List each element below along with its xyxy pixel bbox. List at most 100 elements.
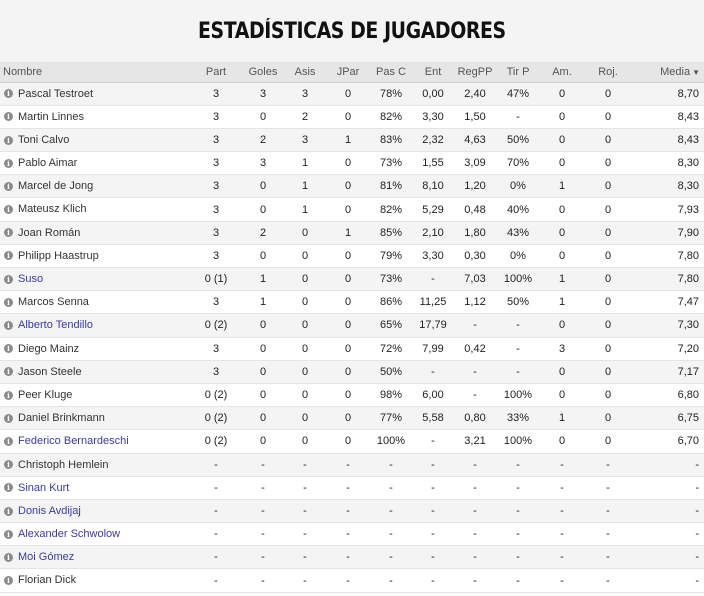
table-row[interactable]: i Alexander Schwolow - - - - - - - - - - -	[0, 522, 704, 547]
player-name-cell[interactable]: i Daniel Brinkmann	[0, 406, 190, 431]
table-row[interactable]: i Federico Bernardeschi 0 (2) 0 0 0 100% -3,21 1…	[0, 429, 704, 454]
column-header-roj[interactable]: Roj.	[584, 63, 632, 83]
player-name-cell[interactable]: i Marcos Senna	[0, 290, 190, 315]
info-icon[interactable]: i	[4, 228, 13, 238]
player-name-cell[interactable]: i Christoph Hemlein	[0, 453, 190, 477]
player-name-cell[interactable]: i Moi Gómez	[0, 545, 190, 570]
player-name[interactable]: Suso	[18, 273, 44, 286]
column-header-pas-c[interactable]: Pas C	[370, 63, 412, 83]
player-name[interactable]: Alberto Tendillo	[18, 319, 94, 332]
player-name-cell[interactable]: i Diego Mainz	[0, 337, 190, 361]
player-name-cell[interactable]: i Marcel de Jong	[0, 174, 190, 199]
info-icon[interactable]: i	[4, 344, 13, 354]
info-icon[interactable]: i	[4, 390, 13, 400]
player-name-cell[interactable]: i Florian Dick	[0, 568, 190, 593]
table-row[interactable]: i Donis Avdijaj - - - - - - - - - - -	[0, 499, 704, 524]
info-icon[interactable]: i	[4, 413, 13, 423]
table-row[interactable]: i Mateusz Klich 3 0 1 0 82% 5,29 0,48 40% 0 0 7,93	[0, 197, 704, 222]
column-header-media[interactable]: Media ▼	[632, 63, 704, 83]
info-icon[interactable]: i	[4, 576, 13, 586]
player-name[interactable]: Mateusz Klich	[18, 203, 87, 216]
info-icon[interactable]: i	[4, 112, 13, 122]
info-icon[interactable]: i	[4, 367, 13, 377]
table-row[interactable]: i Daniel Brinkmann 0 (2) 0 0 0 77% 5,58 0,80 33% 1…	[0, 406, 704, 431]
player-name-cell[interactable]: i Jason Steele	[0, 360, 190, 384]
column-header-regpp[interactable]: RegPP	[454, 63, 496, 83]
table-row[interactable]: i Alberto Tendillo 0 (2) 0 0 0 65% 17,79- -0 0 7,3…	[0, 313, 704, 338]
column-header-jpar[interactable]: JPar	[326, 63, 370, 83]
player-name-cell[interactable]: i Peer Kluge	[0, 383, 190, 408]
player-name-cell[interactable]: i Philipp Haastrup	[0, 244, 190, 269]
player-name-cell[interactable]: i Alberto Tendillo	[0, 313, 190, 338]
table-row[interactable]: i Philipp Haastrup 3 0 0 0 79% 3,30 0,30 0% 0 0 7,80	[0, 244, 704, 269]
player-name-cell[interactable]: i Toni Calvo	[0, 128, 190, 153]
player-name[interactable]: Donis Avdijaj	[18, 505, 81, 518]
player-name[interactable]: Pablo Aimar	[18, 157, 78, 170]
info-icon[interactable]: i	[4, 552, 13, 562]
player-name[interactable]: Pascal Testroet	[18, 87, 94, 100]
info-icon[interactable]: i	[4, 251, 13, 261]
info-icon[interactable]: i	[4, 460, 13, 470]
player-name[interactable]: Moi Gómez	[18, 551, 75, 564]
player-name[interactable]: Toni Calvo	[18, 134, 70, 147]
info-icon[interactable]: i	[4, 436, 13, 446]
player-name[interactable]: Christoph Hemlein	[18, 458, 109, 471]
column-header-part[interactable]: Part	[190, 63, 242, 83]
player-name[interactable]: Sinan Kurt	[18, 481, 70, 494]
table-row[interactable]: i Jason Steele 3 0 0 0 50% - - -0 0 7,17	[0, 360, 704, 384]
table-row[interactable]: i Marcos Senna 3 1 0 0 86% 11,25 1,12 50% 1 0 7,47	[0, 290, 704, 315]
info-icon[interactable]: i	[4, 321, 13, 331]
player-name-cell[interactable]: i Alexander Schwolow	[0, 522, 190, 547]
player-name[interactable]: Joan Román	[18, 226, 81, 239]
info-icon[interactable]: i	[4, 483, 13, 493]
player-name-cell[interactable]: i Suso	[0, 267, 190, 292]
column-header-tir-p[interactable]: Tir P	[496, 63, 540, 83]
player-name-cell[interactable]: i Pablo Aimar	[0, 151, 190, 176]
player-name-cell[interactable]: i Martin Linnes	[0, 105, 190, 129]
info-icon[interactable]: i	[4, 205, 13, 215]
column-header-am[interactable]: Am.	[540, 63, 584, 83]
player-name[interactable]: Alexander Schwolow	[18, 528, 121, 541]
table-row[interactable]: i Christoph Hemlein - - - - - - - - - - -	[0, 453, 704, 477]
player-name[interactable]: Diego Mainz	[18, 342, 80, 355]
info-icon[interactable]: i	[4, 135, 13, 145]
player-name-cell[interactable]: i Joan Román	[0, 221, 190, 245]
table-row[interactable]: i Suso 0 (1) 1 0 0 73% -7,03 100% 1 0 7,80	[0, 267, 704, 292]
column-header-goles[interactable]: Goles	[242, 63, 284, 83]
info-icon[interactable]: i	[4, 506, 13, 516]
table-row[interactable]: i Diego Mainz 3 0 0 0 72% 7,99 0,42-3 0 7,20	[0, 337, 704, 361]
table-row[interactable]: i Florian Dick - - - - - - - - - - -	[0, 568, 704, 593]
table-row[interactable]: i Joan Román 3 2 0 1 85% 2,10 1,80 43% 0 0 7,90	[0, 221, 704, 245]
table-row[interactable]: i Pablo Aimar 3 3 1 0 73% 1,55 3,09 70% 0 0 8,30	[0, 151, 704, 176]
player-name[interactable]: Philipp Haastrup	[18, 249, 99, 262]
info-icon[interactable]: i	[4, 89, 13, 99]
table-row[interactable]: i Sinan Kurt - - - - - - - - - - -	[0, 476, 704, 500]
info-icon[interactable]: i	[4, 181, 13, 191]
player-name[interactable]: Martin Linnes	[18, 110, 85, 123]
player-name-cell[interactable]: i Donis Avdijaj	[0, 499, 190, 524]
player-name-cell[interactable]: i Mateusz Klich	[0, 197, 190, 222]
player-name[interactable]: Daniel Brinkmann	[18, 412, 105, 425]
player-name[interactable]: Marcos Senna	[18, 296, 89, 309]
table-row[interactable]: i Marcel de Jong 3 0 1 0 81% 8,10 1,20 0% 1 0 8,30	[0, 174, 704, 199]
info-icon[interactable]: i	[4, 274, 13, 284]
info-icon[interactable]: i	[4, 529, 13, 539]
player-name[interactable]: Federico Bernardeschi	[18, 435, 129, 448]
player-name[interactable]: Florian Dick	[18, 574, 77, 587]
table-row[interactable]: i Martin Linnes 3 0 2 0 82% 3,30 1,50-0 0 8,43	[0, 105, 704, 129]
info-icon[interactable]: i	[4, 297, 13, 307]
table-row[interactable]: i Toni Calvo 3 2 3 1 83% 2,32 4,63 50% 0 0 8,43	[0, 128, 704, 153]
table-row[interactable]: i Pascal Testroet 3 3 3 0 78% 0,00 2,40 47% 0 0 8,70	[0, 82, 704, 106]
player-name-cell[interactable]: i Federico Bernardeschi	[0, 429, 190, 454]
player-name[interactable]: Peer Kluge	[18, 389, 73, 402]
table-row[interactable]: i Peer Kluge 0 (2) 0 0 0 98% 6,00-100% 0 0 6,80	[0, 383, 704, 408]
info-icon[interactable]: i	[4, 158, 13, 168]
column-header-ent[interactable]: Ent	[412, 63, 454, 83]
player-name-cell[interactable]: i Pascal Testroet	[0, 82, 190, 106]
column-header-nombre[interactable]: Nombre	[0, 63, 190, 83]
player-name[interactable]: Jason Steele	[18, 365, 82, 378]
player-name[interactable]: Marcel de Jong	[18, 180, 94, 193]
player-name-cell[interactable]: i Sinan Kurt	[0, 476, 190, 500]
table-row[interactable]: i Moi Gómez - - - - - - - - - - -	[0, 545, 704, 570]
column-header-asis[interactable]: Asis	[284, 63, 326, 83]
